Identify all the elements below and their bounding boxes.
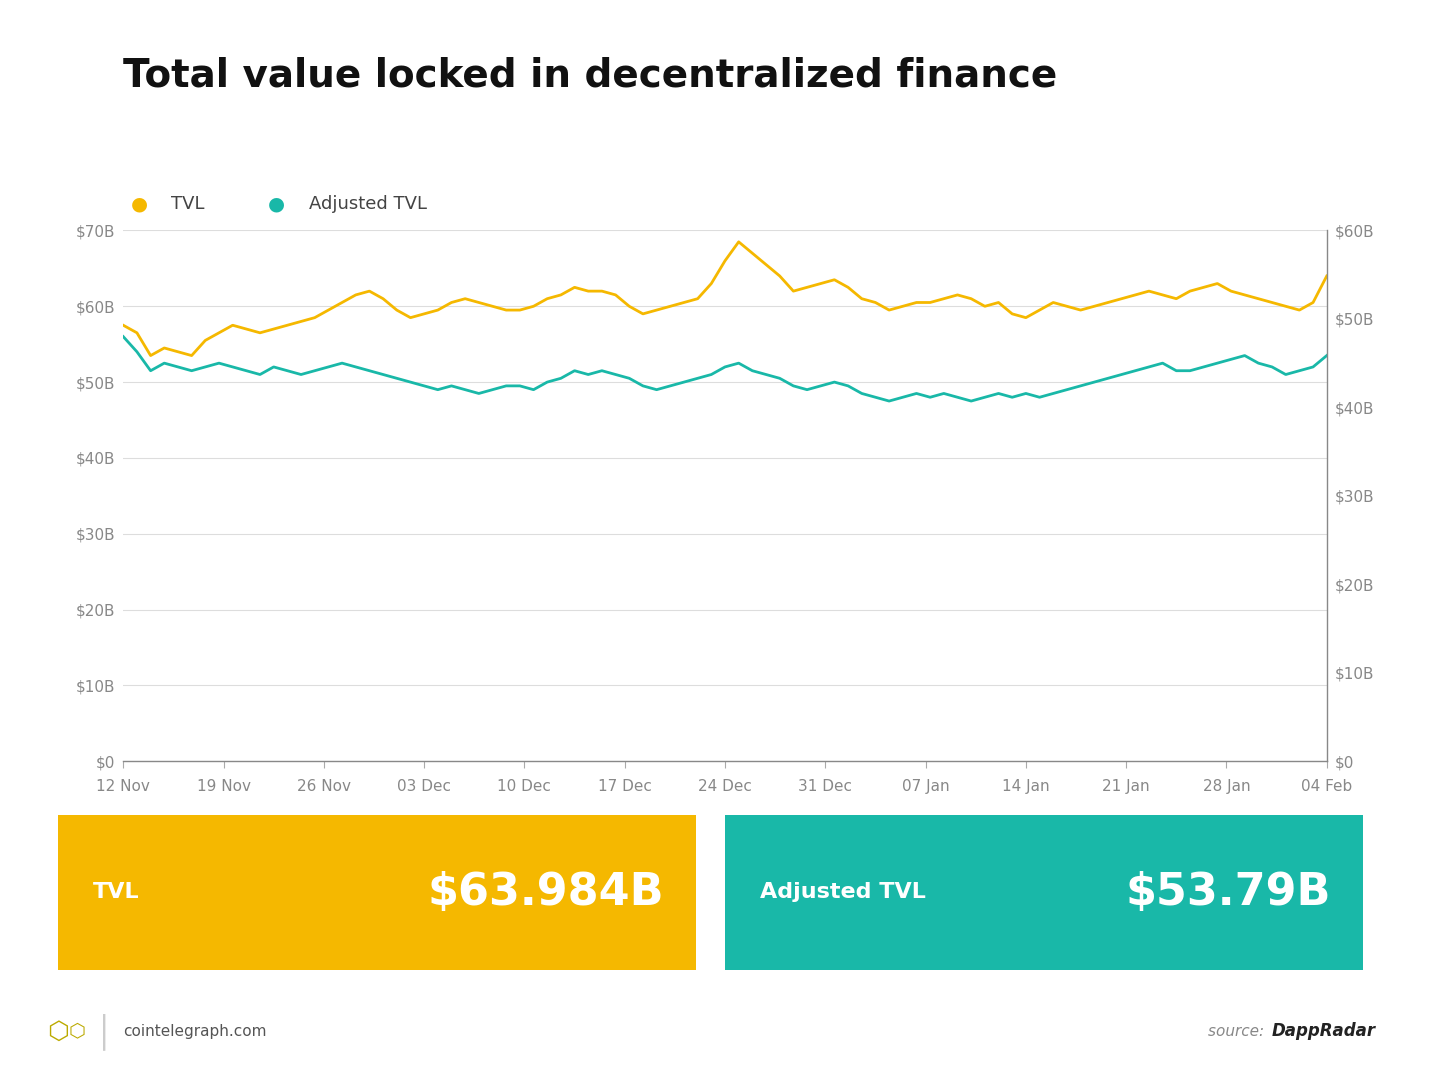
Text: ●: ● <box>268 194 286 213</box>
Text: TVL: TVL <box>171 195 204 212</box>
Text: Total value locked in decentralized finance: Total value locked in decentralized fina… <box>123 56 1057 94</box>
Text: $63.984B: $63.984B <box>428 870 664 914</box>
Text: ⬡: ⬡ <box>68 1022 86 1041</box>
Text: TVL: TVL <box>93 882 139 903</box>
Text: $53.79B: $53.79B <box>1125 870 1331 914</box>
Text: Adjusted TVL: Adjusted TVL <box>309 195 426 212</box>
Text: ●: ● <box>130 194 148 213</box>
Text: │: │ <box>96 1013 113 1049</box>
Text: DappRadar: DappRadar <box>1272 1023 1376 1040</box>
Text: ⬡: ⬡ <box>46 1019 70 1043</box>
Text: source:: source: <box>1208 1024 1269 1039</box>
Text: cointelegraph.com: cointelegraph.com <box>123 1024 267 1039</box>
Text: Adjusted TVL: Adjusted TVL <box>760 882 927 903</box>
